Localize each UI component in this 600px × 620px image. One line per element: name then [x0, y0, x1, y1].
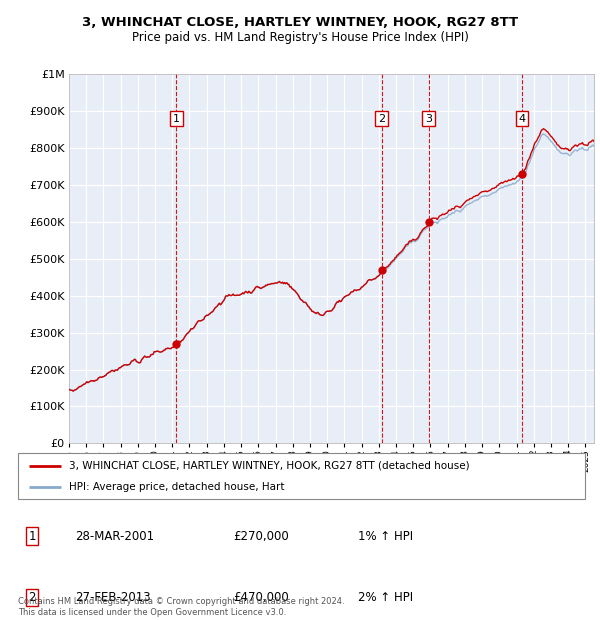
- Text: 1% ↑ HPI: 1% ↑ HPI: [358, 529, 413, 542]
- Text: 1: 1: [173, 113, 180, 123]
- Text: 1: 1: [28, 529, 36, 542]
- Text: HPI: Average price, detached house, Hart: HPI: Average price, detached house, Hart: [69, 482, 284, 492]
- Text: 4: 4: [518, 113, 526, 123]
- Text: £470,000: £470,000: [233, 591, 289, 604]
- Text: 2: 2: [28, 591, 36, 604]
- FancyBboxPatch shape: [18, 453, 585, 499]
- Text: 3: 3: [425, 113, 432, 123]
- Text: 27-FEB-2013: 27-FEB-2013: [75, 591, 151, 604]
- Text: 3, WHINCHAT CLOSE, HARTLEY WINTNEY, HOOK, RG27 8TT: 3, WHINCHAT CLOSE, HARTLEY WINTNEY, HOOK…: [82, 16, 518, 29]
- Text: Price paid vs. HM Land Registry's House Price Index (HPI): Price paid vs. HM Land Registry's House …: [131, 31, 469, 44]
- Text: 28-MAR-2001: 28-MAR-2001: [75, 529, 154, 542]
- Text: 2% ↑ HPI: 2% ↑ HPI: [358, 591, 413, 604]
- Text: 2: 2: [378, 113, 385, 123]
- Text: 3, WHINCHAT CLOSE, HARTLEY WINTNEY, HOOK, RG27 8TT (detached house): 3, WHINCHAT CLOSE, HARTLEY WINTNEY, HOOK…: [69, 461, 470, 471]
- Text: £270,000: £270,000: [233, 529, 289, 542]
- Text: Contains HM Land Registry data © Crown copyright and database right 2024.
This d: Contains HM Land Registry data © Crown c…: [18, 598, 344, 617]
